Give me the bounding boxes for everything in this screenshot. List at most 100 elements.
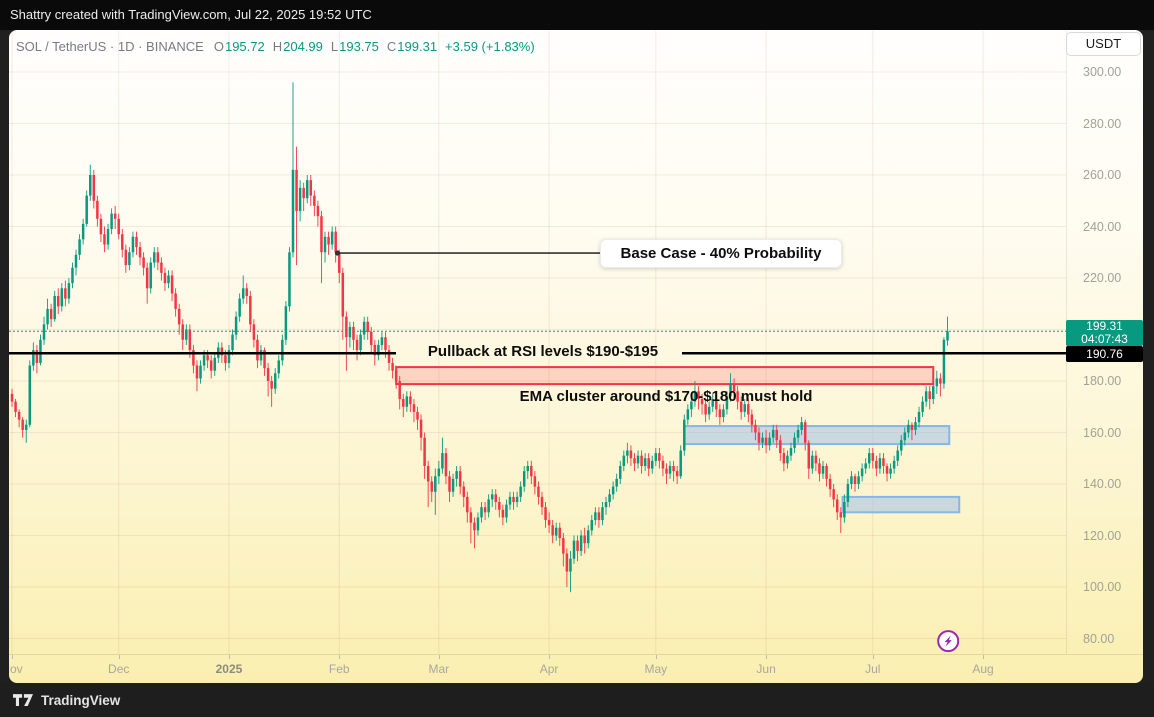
candle-body [451,478,455,492]
candle-body [416,411,419,420]
price-axis[interactable]: 300.00280.00260.00240.00220.00200.00180.… [1066,31,1143,654]
candle-body [153,252,156,263]
supply-zone[interactable] [395,366,935,386]
candle-body [359,334,362,351]
candle-body [231,334,234,351]
candle-body [238,298,241,317]
candle-body [764,437,768,446]
candle-body [458,471,462,487]
close-value: 199.31 [397,38,438,54]
candle-body [149,262,152,289]
candle-body [583,535,586,544]
candle-body [455,471,458,479]
candle-body [896,450,899,461]
candle-body [871,453,875,461]
candle-body [387,350,391,363]
candle-body [192,350,195,366]
candle-body [707,406,711,415]
candle-body [622,455,626,466]
candle-body [860,468,864,477]
candle-body [519,486,522,497]
candle-body [185,329,188,340]
candle-body [932,386,935,400]
time-tick-label: Jul [865,662,881,676]
candle-body [366,321,369,333]
candle-body [565,553,569,572]
candle-body [199,365,202,379]
candle-body [579,535,583,551]
candlestick-chart-canvas[interactable] [9,31,1066,654]
time-tick-label: Nov [9,662,23,676]
candle-body [832,489,835,500]
tradingview-watermark[interactable]: TradingView [0,683,1154,717]
candle-body [302,187,305,199]
candle-body [718,409,722,418]
price-tick-label: 160.00 [1083,425,1122,440]
time-tick-mark [438,655,440,659]
time-axis[interactable]: Nov Dec 2025 Feb Mar Apr May Jun Jul Aug [9,654,1143,683]
candle-body [540,496,544,508]
candle-body [522,471,526,487]
candle-body [661,460,665,469]
candle-body [722,409,725,418]
candle-body [476,517,480,531]
candle-body [551,525,554,536]
candle-body [42,324,46,340]
tradingview-logo-icon [13,693,33,706]
candle-body [775,429,779,441]
high-value: 204.99 [283,38,323,54]
candle-body [512,496,515,503]
candle-body [700,399,704,405]
ema-cluster-annotation[interactable]: EMA cluster around $170-$180 must hold [519,388,813,405]
candle-body [618,465,622,479]
candle-body [256,339,259,361]
demand-zone-lower[interactable] [841,495,961,514]
candle-body [597,512,601,521]
symbol-header: SOL / TetherUS · 1D · BINANCE O 195.72 H… [16,36,535,56]
candle-body [249,296,252,325]
candle-body [113,213,117,219]
candle-body [174,293,177,309]
candle-body [846,484,850,503]
candle-body [807,442,811,469]
candle-body [394,370,398,381]
candle-body [35,350,39,363]
candle-body [281,339,284,361]
candle-body [771,429,775,438]
change-value: +3.59 (+1.83%) [445,38,535,54]
candle-body [892,460,896,469]
candle-body [167,275,170,284]
candle-body [430,481,433,492]
time-tick-mark [339,655,341,659]
candle-body [928,391,931,400]
candle-body [736,391,739,402]
candle-body [530,465,533,477]
candle-body [288,252,291,307]
candle-body [750,414,754,425]
currency-toggle-button[interactable]: USDT [1066,32,1141,56]
candle-body [611,486,615,495]
time-tick-mark [983,655,985,659]
symbol-title[interactable]: SOL / TetherUS · 1D · BINANCE [16,38,204,54]
pullback-annotation[interactable]: Pullback at RSI levels $190-$195 [427,343,659,360]
candle-body [835,499,839,513]
candle-body [910,424,914,430]
candle-body [462,486,465,497]
candle-body [533,476,537,487]
open-label: O [213,38,224,54]
candle-body [885,465,889,474]
key-level-price-badge: 190.76 [1066,346,1143,362]
candle-body [604,502,608,508]
candle-body [437,468,441,477]
candle-body [665,468,668,474]
price-tick-label: 260.00 [1083,168,1122,182]
trendline-anchor-dot[interactable] [334,250,341,256]
candle-body [526,465,530,472]
candle-body [690,401,693,410]
attribution-top-bar: Shattry created with TradingView.com, Ju… [0,0,1154,30]
candle-body [668,465,672,474]
price-tick-label: 280.00 [1083,116,1122,131]
candle-body [273,373,277,389]
base-case-annotation[interactable]: Base Case - 40% Probability [600,239,842,268]
candle-body [434,476,437,492]
